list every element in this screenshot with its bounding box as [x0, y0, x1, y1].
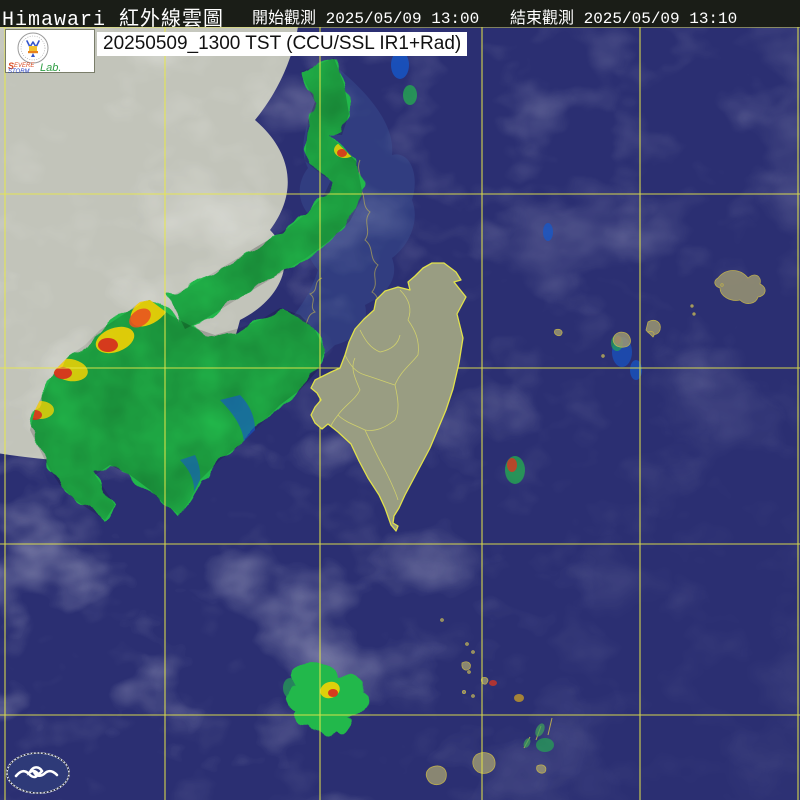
svg-text:STORM: STORM: [8, 69, 30, 74]
svg-text:Lab.: Lab.: [40, 62, 61, 74]
